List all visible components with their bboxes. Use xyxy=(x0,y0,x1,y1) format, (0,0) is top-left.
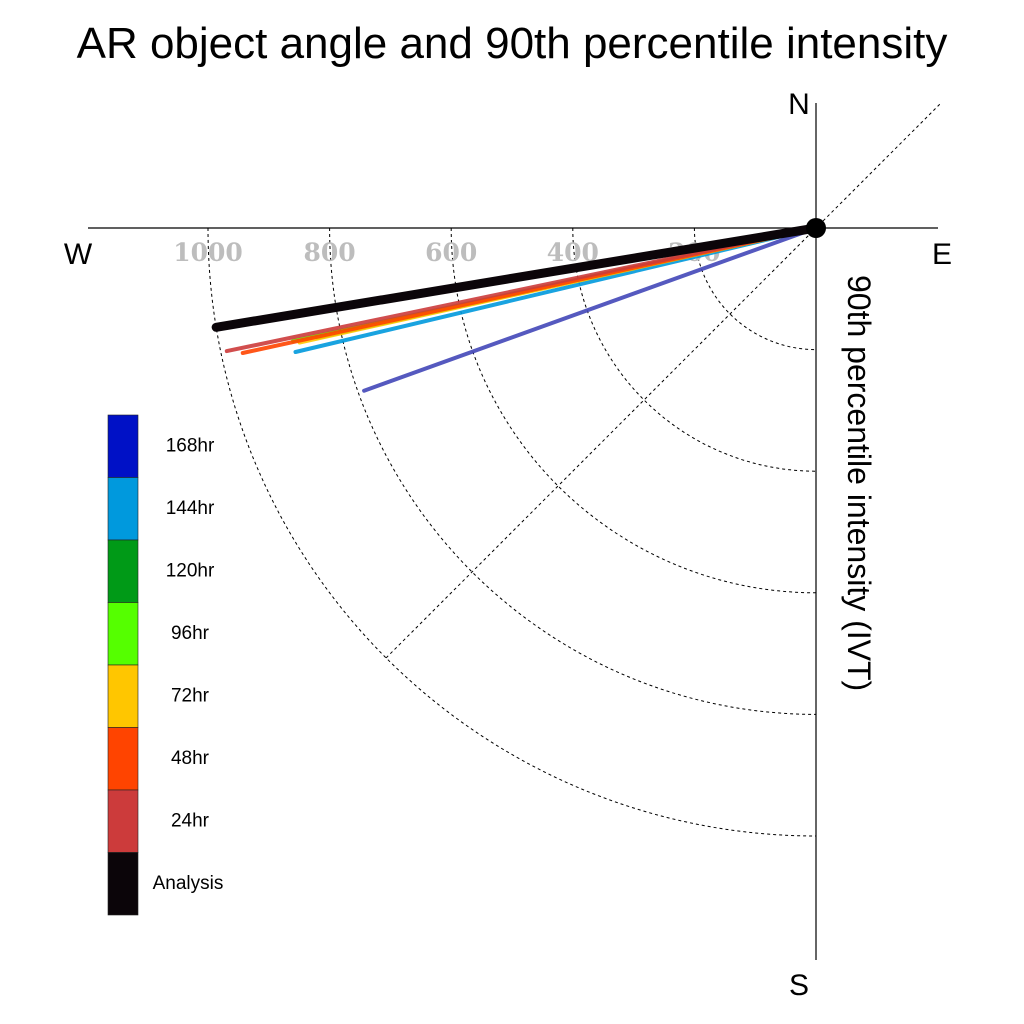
legend-swatch-24hr xyxy=(107,789,139,853)
legend-swatch-96hr xyxy=(107,602,139,666)
legend-label-168hr: 168hr xyxy=(166,435,215,456)
ring-value-labels: 2004006008001000 xyxy=(173,238,720,267)
north-label: N xyxy=(788,88,810,121)
legend-label-96hr: 96hr xyxy=(171,623,210,644)
legend-label-120hr: 120hr xyxy=(166,560,215,581)
legend-swatch-analysis xyxy=(107,852,139,916)
legend-swatch-168hr xyxy=(107,414,139,478)
chart-title: AR object angle and 90th percentile inte… xyxy=(77,19,948,68)
legend-label-analysis: Analysis xyxy=(153,873,224,894)
legend-label-144hr: 144hr xyxy=(166,498,215,519)
axis-title: 90th percentile intensity (IVT) xyxy=(841,275,877,691)
legend-swatch-144hr xyxy=(107,477,139,541)
legend: 168hr 144hr 120hr 96hr 72hr 48hr 24hr Analysis xyxy=(107,414,224,916)
south-label: S xyxy=(789,969,809,1002)
ring-label-600: 600 xyxy=(425,238,477,267)
ring-label-800: 800 xyxy=(304,238,356,267)
vector-168hr xyxy=(362,226,818,393)
origin-dot xyxy=(806,218,826,238)
legend-label-72hr: 72hr xyxy=(171,685,210,706)
legend-label-48hr: 48hr xyxy=(171,748,210,769)
legend-label-24hr: 24hr xyxy=(171,810,210,831)
west-label: W xyxy=(64,238,93,271)
legend-swatch-48hr xyxy=(107,727,139,791)
vector-analysis xyxy=(211,223,821,332)
legend-swatch-120hr xyxy=(107,539,139,603)
east-label: E xyxy=(932,238,952,271)
diagonal-guide xyxy=(385,103,941,659)
legend-swatch-72hr xyxy=(107,664,139,728)
polar-grid xyxy=(207,103,941,837)
ring-1000 xyxy=(207,227,817,837)
ring-label-1000: 1000 xyxy=(173,238,243,267)
series-vectors xyxy=(211,223,821,393)
